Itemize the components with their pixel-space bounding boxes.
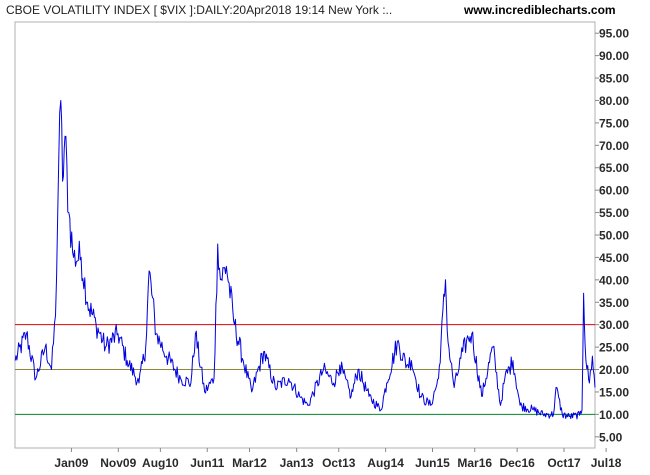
- y-tick-label: 10.00: [599, 408, 629, 422]
- y-tick-label: 65.00: [599, 161, 629, 175]
- y-tick-label: 45.00: [599, 251, 629, 265]
- x-tick-label: Jan13: [280, 456, 314, 470]
- y-tick-label: 35.00: [599, 296, 629, 310]
- x-tick-label: Dec16: [499, 456, 535, 470]
- y-tick-label: 60.00: [599, 184, 629, 198]
- site-watermark: www.incrediblecharts.com: [464, 3, 616, 17]
- y-tick-label: 70.00: [599, 139, 629, 153]
- y-tick-label: 15.00: [599, 385, 629, 399]
- y-tick-label: 30.00: [599, 318, 629, 332]
- x-tick-label: Jun15: [415, 456, 450, 470]
- x-tick-label: Nov09: [100, 456, 136, 470]
- y-tick-label: 85.00: [599, 72, 629, 86]
- y-tick-label: 40.00: [599, 273, 629, 287]
- y-tick-label: 95.00: [599, 27, 629, 41]
- x-tick-label: Mar16: [457, 456, 492, 470]
- y-tick-label: 75.00: [599, 116, 629, 130]
- y-tick-label: 80.00: [599, 94, 629, 108]
- x-tick-label: Oct13: [322, 456, 356, 470]
- x-tick-label: Jul18: [591, 456, 622, 470]
- y-tick-label: 50.00: [599, 229, 629, 243]
- x-tick-label: Oct17: [547, 456, 581, 470]
- y-tick-label: 90.00: [599, 49, 629, 63]
- x-tick-label: Mar12: [232, 456, 267, 470]
- x-tick-label: Jun11: [190, 456, 224, 470]
- y-tick-label: 20.00: [599, 363, 629, 377]
- y-tick-label: 55.00: [599, 206, 629, 220]
- chart-title: CBOE VOLATILITY INDEX [ $VIX ]:DAILY:20A…: [6, 3, 393, 17]
- x-tick-label: Aug10: [142, 456, 179, 470]
- y-tick-label: 25.00: [599, 341, 629, 355]
- x-tick-label: Aug14: [367, 456, 404, 470]
- vix-price-line: [14, 100, 596, 420]
- y-tick-label: 5.00: [599, 430, 623, 444]
- x-tick-label: Jan09: [54, 456, 88, 470]
- plot-frame: [14, 21, 596, 449]
